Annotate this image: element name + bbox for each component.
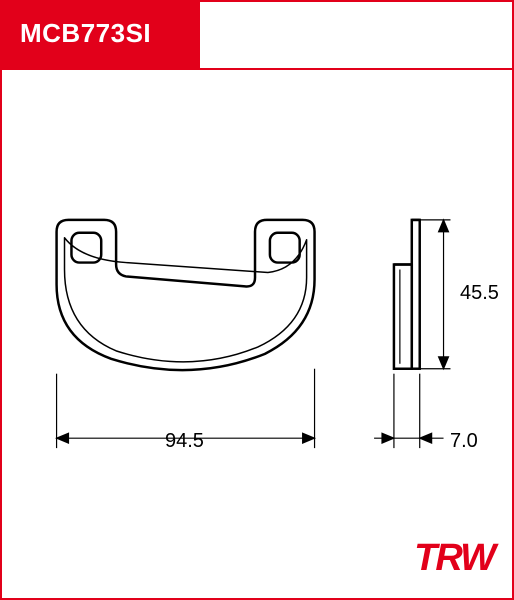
brand-logo: TRW bbox=[414, 537, 494, 580]
diagram-frame: 94.5 45.5 7.0 TRW bbox=[0, 70, 514, 600]
dim-thickness-label: 7.0 bbox=[450, 430, 478, 453]
product-code: MCB773SI bbox=[0, 0, 200, 70]
dim-width-label: 94.5 bbox=[165, 430, 204, 453]
technical-drawing bbox=[2, 70, 512, 598]
header: MCB773SI bbox=[0, 0, 514, 70]
dim-height-label: 45.5 bbox=[460, 282, 499, 305]
dim-thickness bbox=[374, 374, 443, 448]
pad-side-view bbox=[394, 220, 420, 369]
product-diagram-card: MCB773SI bbox=[0, 0, 514, 600]
header-spacer bbox=[200, 0, 514, 70]
pad-front-view bbox=[57, 220, 315, 370]
dim-height bbox=[420, 220, 451, 369]
